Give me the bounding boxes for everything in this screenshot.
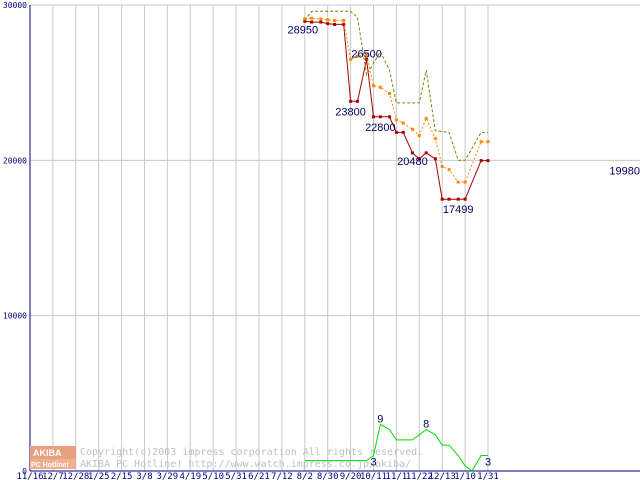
x-tick-label: 1/10	[454, 472, 476, 480]
x-tick-label: 1/31	[477, 472, 499, 480]
series-low-point	[326, 22, 330, 26]
logo-top-text: AKIBA	[33, 448, 62, 458]
data-label: 26500	[351, 48, 382, 60]
y-tick-label: 0	[22, 467, 27, 476]
series-low-point	[310, 20, 314, 24]
series-avg-point	[310, 16, 314, 20]
series-avg-point	[394, 118, 398, 122]
series-low-point	[424, 151, 428, 155]
series-avg-point	[378, 85, 382, 89]
copyright-text: Copyright(c)2003 impress corporation All…	[80, 447, 423, 458]
series-avg-point	[463, 180, 467, 184]
x-tick-label: 8/2	[297, 472, 313, 480]
logo-bottom-text: PC Hotline!	[31, 462, 69, 469]
watermark: AKIBA PC Hotline! Copyright(c)2003 impre…	[30, 446, 423, 470]
series-shops-line	[304, 423, 488, 472]
akiba-logo: AKIBA PC Hotline!	[30, 446, 76, 469]
series-avg-point	[433, 137, 437, 141]
series-lines	[303, 10, 490, 472]
x-tick-label: 8/30	[317, 472, 339, 480]
series-low-point	[333, 22, 337, 26]
y-tick-labels: 0 10000 20000 30000	[3, 1, 27, 476]
series-low-point	[401, 130, 405, 134]
series-low-point	[365, 57, 369, 61]
series-low-point	[394, 130, 398, 134]
series-low-point	[349, 99, 353, 103]
series-avg-point	[456, 180, 460, 184]
series-avg-point	[303, 17, 307, 21]
series-avg-point	[440, 165, 444, 169]
x-tick-label: 3/29	[157, 472, 179, 480]
series-low-point	[417, 157, 421, 161]
x-tick-label: 5/10	[202, 472, 224, 480]
series-low-point	[479, 159, 483, 163]
series-avg-point	[486, 140, 490, 144]
x-tick-label: 1/25	[88, 472, 110, 480]
series-avg-point	[388, 92, 392, 96]
series-avg-point	[342, 19, 346, 23]
series-low-point	[303, 19, 307, 23]
series-low-point	[486, 159, 490, 163]
y-tick-label: 30000	[3, 1, 27, 10]
series-low-point	[355, 99, 359, 103]
series-avg-point	[349, 57, 353, 61]
x-tick-label: 4/19	[179, 472, 201, 480]
series-avg-point	[424, 116, 428, 120]
series-avg-point	[410, 127, 414, 131]
grid-lines	[29, 4, 640, 471]
x-tick-label: 5/31	[225, 472, 247, 480]
series-low-point	[342, 22, 346, 26]
data-label: 17499	[443, 204, 474, 216]
series-avg-point	[319, 17, 323, 21]
data-label: 8	[423, 419, 429, 431]
series-low-point	[372, 115, 375, 119]
series-low-point	[319, 20, 323, 24]
series-avg-point	[479, 140, 483, 144]
x-tick-label: 12/13	[429, 472, 456, 480]
y-tick-label: 10000	[3, 312, 27, 321]
data-labels: 28950 26500 23800 22800 20480 17499 19980 9 8 3 3	[288, 24, 640, 468]
data-label: 3	[485, 456, 491, 468]
series-avg-point	[417, 133, 421, 137]
series-low-point	[447, 197, 451, 201]
series-avg-point	[447, 168, 451, 172]
site-url-text: AKIBA PC Hotline! http://www.watch.impre…	[80, 459, 411, 470]
series-low-point	[456, 197, 460, 201]
x-tick-label: 12/7	[42, 472, 64, 480]
series-avg-point	[401, 121, 405, 125]
data-label: 19980	[609, 166, 640, 178]
data-label: 28950	[288, 24, 319, 36]
x-tick-label: 6/21	[248, 472, 270, 480]
x-tick-label: 2/15	[111, 472, 133, 480]
series-avg-point	[355, 54, 359, 58]
data-label: 3	[370, 456, 376, 468]
axes	[29, 5, 640, 472]
series-low-point	[440, 197, 444, 201]
y-tick-label: 20000	[3, 156, 27, 165]
data-label: 9	[377, 413, 383, 425]
series-low-point	[378, 115, 382, 119]
series-low-point	[463, 197, 467, 201]
x-tick-label: 12/28	[62, 472, 89, 480]
series-avg-point	[333, 19, 337, 23]
x-tick-label: 11/16	[16, 472, 43, 480]
x-tick-label: 7/12	[271, 472, 293, 480]
data-label: 23800	[335, 106, 366, 118]
x-tick-label: 9/20	[340, 472, 362, 480]
series-avg-point	[326, 18, 330, 22]
series-low-point	[410, 151, 414, 155]
data-label: 22800	[365, 122, 396, 134]
series-avg-point	[372, 84, 375, 88]
x-tick-label: 11/22	[406, 472, 433, 480]
series-low-point	[388, 115, 392, 119]
x-tick-label: 10/11	[360, 472, 387, 480]
data-label: 20480	[397, 156, 428, 168]
series-low-point	[433, 157, 437, 161]
series-avg-point	[365, 53, 369, 57]
series-high-line	[304, 10, 488, 161]
x-tick-label: 3/8	[136, 472, 152, 480]
x-tick-label: 11/1	[386, 472, 408, 480]
